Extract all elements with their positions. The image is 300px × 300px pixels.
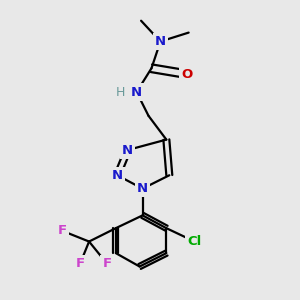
Text: F: F: [76, 257, 85, 270]
Text: N: N: [122, 143, 133, 157]
Text: F: F: [58, 224, 67, 237]
Text: N: N: [131, 85, 142, 98]
Text: N: N: [112, 169, 123, 182]
Text: Cl: Cl: [188, 235, 202, 248]
Text: N: N: [131, 85, 142, 98]
Text: N: N: [137, 182, 148, 195]
Text: N: N: [155, 35, 166, 48]
Text: O: O: [182, 68, 193, 81]
Text: H: H: [116, 85, 125, 98]
Text: F: F: [102, 257, 112, 270]
